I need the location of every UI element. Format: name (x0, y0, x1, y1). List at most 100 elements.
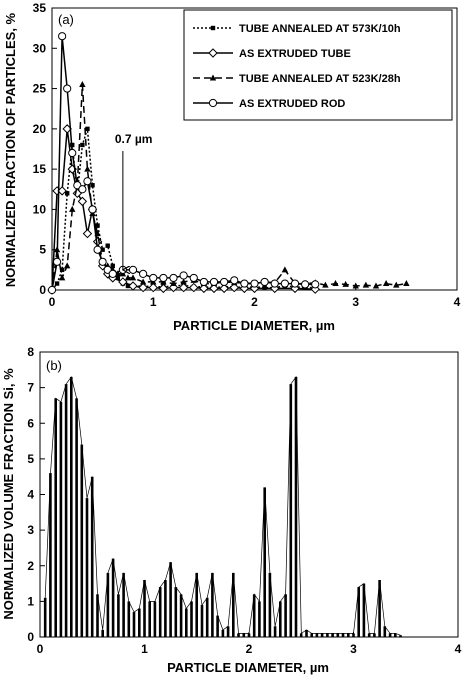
data-point-triangle (84, 165, 91, 172)
bar (279, 601, 282, 637)
b-y-tick-label: 8 (27, 345, 34, 359)
data-point-circle (78, 185, 87, 194)
data-point-square (80, 142, 85, 148)
bar (148, 601, 151, 637)
bar (70, 376, 73, 637)
data-point-triangle (322, 281, 329, 288)
bar (399, 635, 402, 637)
panel-label-b: (b) (46, 358, 62, 373)
data-point-circle (139, 269, 148, 278)
bar (111, 558, 115, 637)
data-point-circle (301, 280, 310, 289)
data-point-triangle (332, 280, 339, 287)
bar (85, 498, 89, 637)
data-point-triangle (79, 81, 86, 88)
bar (43, 597, 47, 637)
y-axis-label-a: NORMALIZED FRACTION OF PARTICLES, % (3, 12, 18, 287)
b-x-tick-label: 4 (455, 642, 462, 656)
a-x-tick-label: 1 (150, 295, 157, 309)
x-axis-label-b: PARTICLE DIAMETER, µm (167, 660, 329, 675)
bar (273, 626, 277, 637)
legend-marker-square (210, 25, 216, 31)
bar (106, 572, 110, 637)
bar (294, 376, 298, 637)
b-y-tick-label: 0 (27, 630, 34, 644)
bar (237, 633, 240, 637)
b-y-tick-label: 5 (27, 452, 34, 466)
bar (232, 572, 235, 637)
legend-item: TUBE ANNEALED AT 573K/10h (193, 23, 401, 35)
bar (242, 633, 246, 637)
data-point-square (115, 275, 121, 281)
data-point-circle (47, 285, 57, 295)
legend-marker-triangle (209, 74, 217, 81)
bar (54, 398, 57, 637)
data-point-circle (189, 273, 198, 283)
data-point-triangle (180, 278, 187, 285)
b-y-tick-label: 2 (27, 559, 34, 573)
data-point-circle (128, 265, 138, 274)
data-point-square (59, 267, 65, 273)
b-y-tick-label: 3 (27, 523, 34, 537)
data-point-square (85, 126, 90, 132)
data-point-square (64, 191, 70, 196)
data-point-triangle (362, 281, 370, 288)
bar (127, 601, 131, 637)
legend-label: TUBE ANNEALED AT 523K/28h (239, 73, 401, 85)
data-point-square (100, 247, 105, 252)
data-point-circle (199, 277, 208, 287)
a-y-tick-label: 10 (33, 202, 47, 216)
bar (211, 572, 214, 637)
a-y-tick-label: 35 (33, 1, 47, 15)
data-point-triangle (170, 280, 177, 287)
bar-envelope-line (44, 375, 401, 636)
bar (247, 633, 251, 637)
data-point-diamond (189, 282, 199, 293)
bar (352, 633, 355, 637)
b-y-tick-label: 7 (27, 381, 34, 395)
a-x-tick-label: 4 (454, 295, 461, 309)
bar (258, 601, 261, 637)
bar (200, 604, 204, 637)
b-x-tick-label: 1 (141, 642, 148, 656)
bar (362, 583, 366, 637)
data-point-diamond (148, 282, 158, 293)
bar (388, 633, 392, 637)
panel-label-a: (a) (58, 12, 74, 27)
series-circle (47, 32, 320, 295)
data-point-diamond (209, 283, 219, 294)
a-y-tick-label: 25 (33, 82, 47, 96)
bar (299, 633, 303, 637)
bar (179, 594, 183, 638)
data-point-triangle (372, 282, 380, 289)
data-point-circle (311, 280, 320, 289)
bar (205, 597, 209, 637)
axes-a: 0 1 2 3 4 0 5 10 15 20 25 30 35 (33, 1, 461, 309)
b-x-tick-label: 0 (37, 642, 44, 656)
legend-item: AS EXTRUDED TUBE (193, 48, 351, 60)
legend-item: AS EXTRUDED ROD (193, 98, 345, 110)
data-point-circle (52, 257, 62, 266)
plot-frame-b (39, 351, 459, 638)
panel-a: (a) 0 1 2 3 4 0 5 10 15 20 25 30 35 0.7 µm TUBE ANNE… (3, 1, 461, 333)
data-point-circle (68, 148, 77, 158)
bar-group-b (43, 375, 402, 638)
data-point-diamond (310, 284, 320, 294)
data-point-square (262, 285, 267, 290)
bar (174, 587, 178, 637)
data-point-square (90, 183, 95, 188)
bar (153, 601, 157, 637)
series-triangle (48, 81, 410, 293)
data-point-square (105, 243, 110, 248)
data-point-circle (159, 273, 168, 283)
data-point-circle (179, 271, 188, 280)
data-point-circle (209, 277, 219, 287)
data-point-diamond (138, 282, 148, 293)
bar (341, 633, 345, 637)
data-point-triangle (352, 282, 359, 289)
bar (310, 633, 313, 637)
bar (268, 572, 272, 637)
data-point-diamond (219, 283, 229, 294)
b-y-tick-label: 6 (27, 416, 34, 430)
data-point-triangle (58, 274, 66, 281)
